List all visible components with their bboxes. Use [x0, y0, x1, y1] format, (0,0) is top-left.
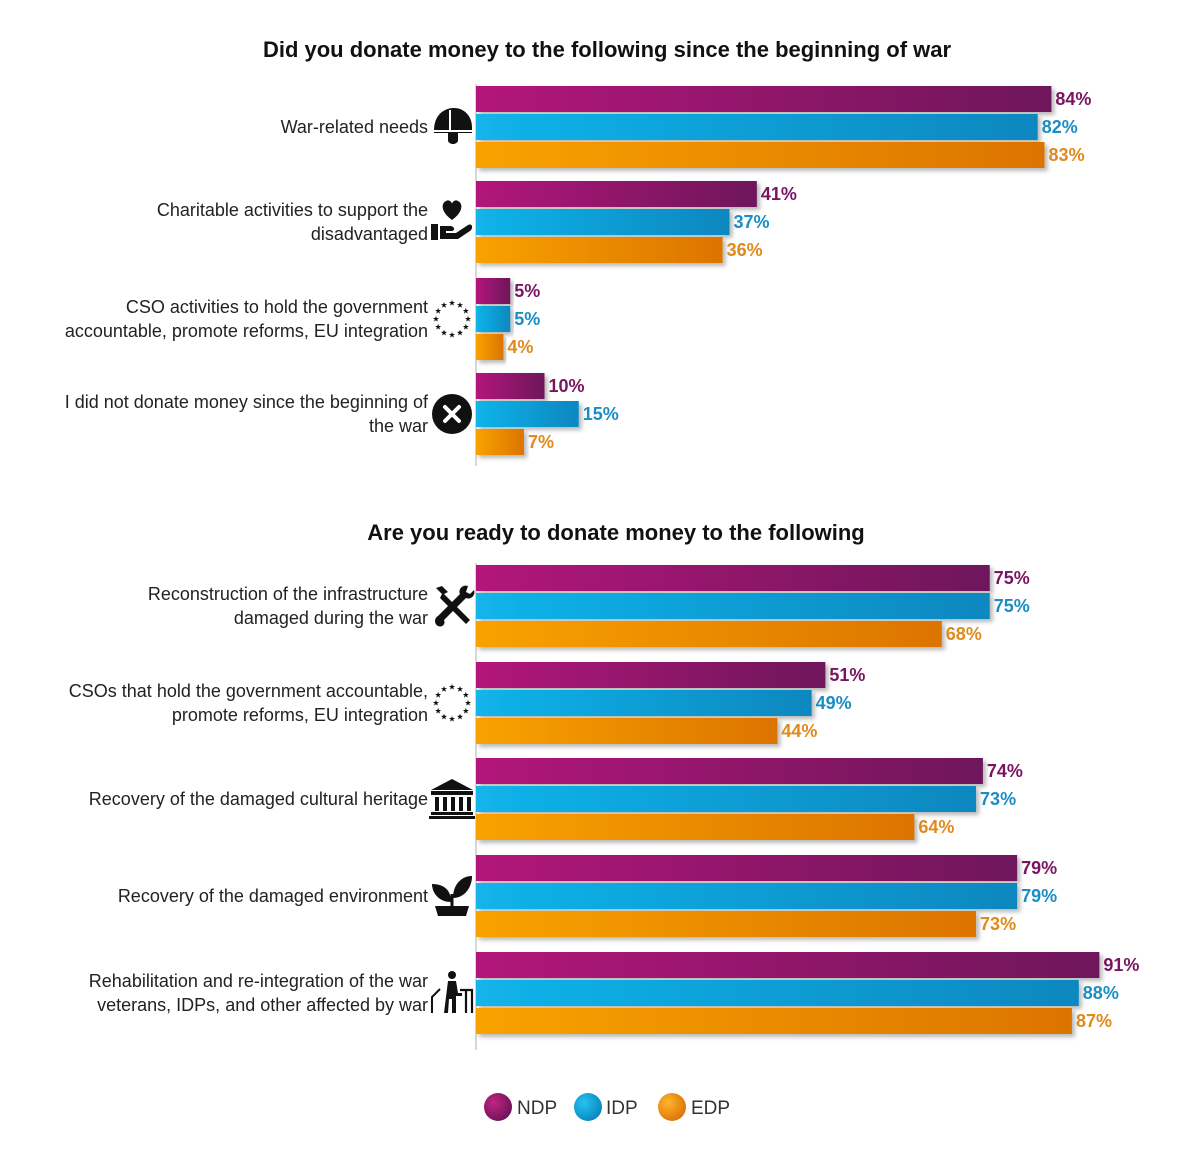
category-label: Rehabilitation and re-integration of the… — [89, 971, 428, 1015]
legend-item-edp: EDP — [658, 1093, 730, 1121]
data-label-ndp: 10% — [549, 376, 585, 396]
bar-ndp — [476, 662, 826, 688]
data-label-edp: 68% — [946, 624, 982, 644]
bar-ndp — [476, 952, 1100, 978]
data-label-edp: 7% — [528, 432, 554, 452]
bar-ndp — [476, 855, 1018, 881]
chart-panel-ready: Are you ready to donate money to the fol… — [69, 520, 1139, 1050]
legend: NDP IDP EDP — [484, 1093, 730, 1121]
data-label-ndp: 91% — [1103, 955, 1139, 975]
bar-idp — [476, 209, 730, 235]
data-label-edp: 87% — [1076, 1011, 1112, 1031]
category-label: Recovery of the damaged cultural heritag… — [89, 789, 428, 809]
museum-icon — [429, 779, 475, 819]
legend-swatch — [574, 1093, 602, 1121]
heart-in-hand-icon — [431, 200, 473, 240]
bar-idp — [476, 980, 1079, 1006]
bar-edp — [476, 911, 977, 937]
data-label-ndp: 41% — [761, 184, 797, 204]
category-label: CSO activities to hold the government acc… — [65, 297, 428, 341]
helmet-icon — [432, 108, 474, 144]
legend-swatch — [484, 1093, 512, 1121]
bar-idp — [476, 114, 1038, 140]
bar-idp — [476, 690, 812, 716]
bar-idp — [476, 401, 579, 427]
chart-panel-donated: Did you donate money to the following si… — [65, 37, 1091, 466]
bar-group: 75%75%68%51%49%44%74%73%64%79%79%73%91%8… — [476, 565, 1139, 1034]
tools-icon — [435, 585, 475, 627]
data-label-edp: 83% — [1049, 145, 1085, 165]
bar-idp — [476, 883, 1018, 909]
data-label-ndp: 74% — [987, 761, 1023, 781]
data-label-idp: 49% — [816, 693, 852, 713]
data-label-idp: 88% — [1083, 983, 1119, 1003]
category-labels: War-related needs Charitable activities t… — [65, 117, 429, 436]
data-label-ndp: 84% — [1055, 89, 1091, 109]
category-icons — [431, 108, 474, 434]
data-label-idp: 82% — [1042, 117, 1078, 137]
data-label-ndp: 51% — [829, 665, 865, 685]
data-label-edp: 73% — [980, 914, 1016, 934]
bar-edp — [476, 237, 723, 263]
data-label-ndp: 79% — [1021, 858, 1057, 878]
bar-edp — [476, 621, 942, 647]
data-label-ndp: 5% — [514, 281, 540, 301]
chart-title: Did you donate money to the following si… — [263, 37, 952, 62]
legend-swatch — [658, 1093, 686, 1121]
bar-edp — [476, 718, 778, 744]
legend-item-idp: IDP — [574, 1093, 638, 1121]
category-label: Reconstruction of the infrastructure dama… — [148, 584, 428, 628]
legend-item-ndp: NDP — [484, 1093, 557, 1121]
eu-stars-icon — [432, 683, 472, 722]
bar-idp — [476, 306, 511, 332]
legend-label: IDP — [606, 1098, 638, 1119]
data-label-ndp: 75% — [994, 568, 1030, 588]
category-label: I did not donate money since the beginni… — [65, 392, 429, 436]
data-label-idp: 15% — [583, 404, 619, 424]
bar-idp — [476, 593, 990, 619]
walker-person-icon — [431, 971, 474, 1013]
chart-title: Are you ready to donate money to the fol… — [367, 520, 864, 545]
plant-icon — [432, 876, 472, 916]
bar-ndp — [476, 758, 983, 784]
bar-edp — [476, 142, 1045, 168]
bar-group: 84% 82% 83% 41% 37% 36% 5% 5% 4% 10% 15% 7% — [476, 86, 1091, 455]
bar-idp — [476, 786, 977, 812]
category-icons — [429, 585, 475, 1013]
data-label-edp: 64% — [918, 817, 954, 837]
bar-ndp — [476, 373, 545, 399]
eu-stars-icon — [432, 299, 472, 338]
data-label-edp: 44% — [781, 721, 817, 741]
data-label-idp: 5% — [514, 309, 540, 329]
bar-edp — [476, 1008, 1072, 1034]
category-label: War-related needs — [281, 117, 428, 137]
data-label-idp: 37% — [733, 212, 769, 232]
bar-ndp — [476, 565, 990, 591]
category-label: CSOs that hold the government accountabl… — [69, 681, 428, 725]
legend-label: EDP — [691, 1098, 730, 1119]
category-label: Recovery of the damaged environment — [118, 886, 428, 906]
category-labels: Reconstruction of the infrastructure dama… — [69, 584, 428, 1015]
close-circle-icon — [432, 394, 472, 434]
data-label-edp: 4% — [507, 337, 533, 357]
data-label-edp: 36% — [727, 240, 763, 260]
bar-edp — [476, 334, 504, 360]
data-label-idp: 73% — [980, 789, 1016, 809]
bar-ndp — [476, 181, 757, 207]
data-label-idp: 75% — [994, 596, 1030, 616]
bar-edp — [476, 814, 915, 840]
bar-edp — [476, 429, 524, 455]
category-label: Charitable activities to support the disa… — [157, 200, 428, 244]
bar-ndp — [476, 278, 511, 304]
legend-label: NDP — [517, 1098, 557, 1119]
data-label-idp: 79% — [1021, 886, 1057, 906]
bar-ndp — [476, 86, 1052, 112]
